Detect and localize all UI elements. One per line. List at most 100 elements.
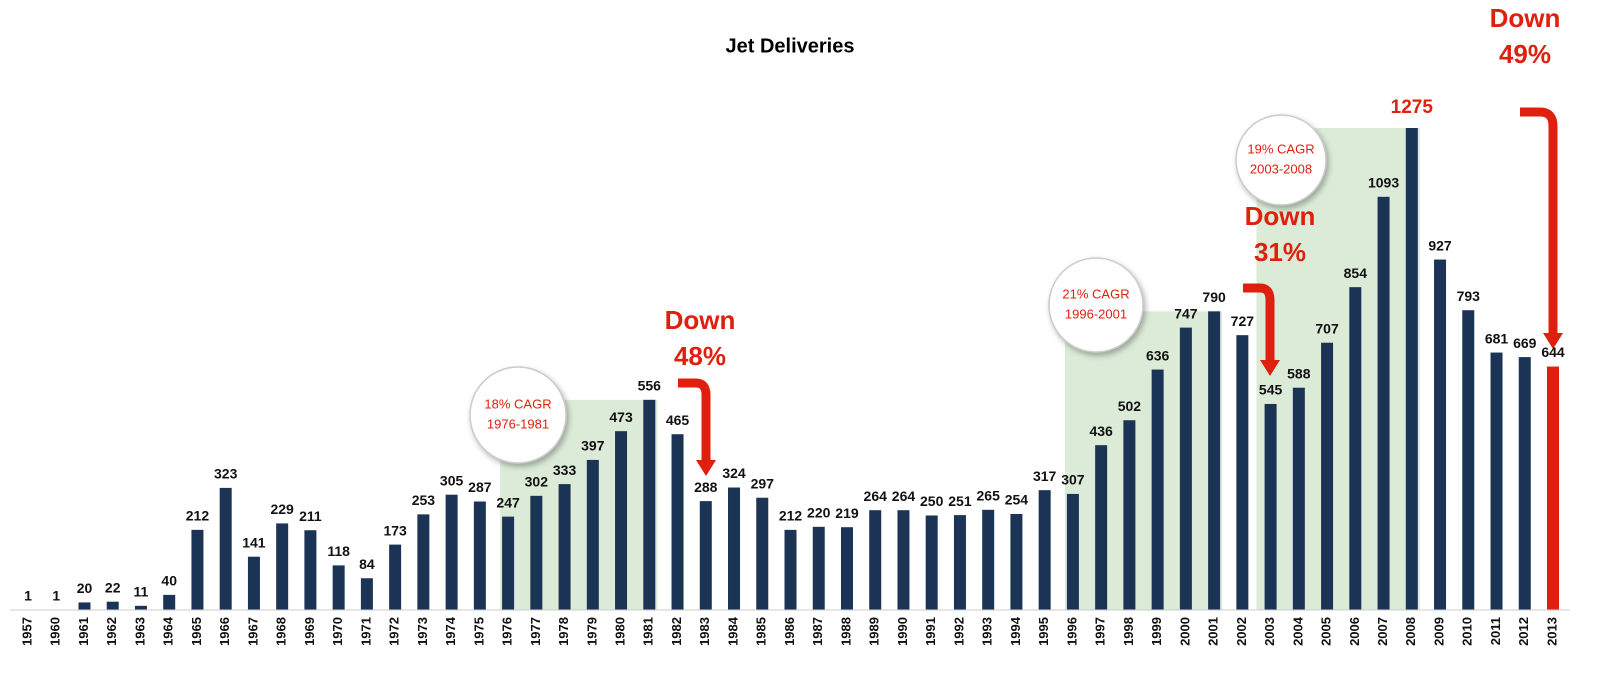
x-tick-label: 2006 — [1347, 617, 1362, 646]
value-label: 264 — [864, 488, 888, 504]
bar — [474, 502, 486, 610]
bar — [78, 602, 90, 610]
bar — [756, 498, 768, 610]
x-tick-label: 2005 — [1319, 617, 1334, 646]
bar — [220, 488, 232, 610]
bar — [1208, 311, 1220, 610]
bar — [785, 530, 797, 610]
bar — [982, 510, 994, 610]
bar — [813, 527, 825, 610]
x-tick-label: 1999 — [1149, 617, 1164, 646]
cagr-bubble — [1049, 258, 1143, 352]
bar — [559, 484, 571, 610]
value-label: 556 — [638, 378, 662, 394]
x-tick-label: 1998 — [1121, 617, 1136, 646]
x-tick-label: 1987 — [810, 617, 825, 646]
value-label: 669 — [1513, 335, 1537, 351]
value-label: 265 — [977, 488, 1001, 504]
value-label: 84 — [359, 556, 375, 572]
cagr-text: 2003-2008 — [1250, 161, 1312, 176]
cagr-bubble — [470, 367, 566, 463]
bar — [869, 510, 881, 610]
x-tick-label: 1981 — [641, 617, 656, 646]
value-label: 317 — [1033, 468, 1057, 484]
x-tick-label: 1985 — [754, 617, 769, 646]
value-label: 40 — [161, 573, 177, 589]
x-tick-label: 1970 — [330, 617, 345, 646]
value-label: 747 — [1174, 305, 1198, 321]
bar — [1378, 197, 1390, 610]
value-label: 229 — [270, 501, 294, 517]
value-label: 219 — [835, 505, 859, 521]
x-tick-label: 1976 — [500, 617, 515, 646]
arrow — [1520, 112, 1553, 335]
x-tick-label: 1996 — [1064, 617, 1079, 646]
bar — [1010, 514, 1022, 610]
x-tick-label: 2002 — [1234, 617, 1249, 646]
bar — [135, 606, 147, 610]
bar — [1321, 343, 1333, 610]
bar — [841, 527, 853, 610]
value-label: 305 — [440, 472, 464, 488]
x-tick-label: 1980 — [612, 617, 627, 646]
value-label: 397 — [581, 438, 605, 454]
value-label: 254 — [1005, 492, 1029, 508]
cagr-text: 18% CAGR — [484, 396, 551, 411]
bar — [587, 460, 599, 610]
x-tick-label: 2000 — [1177, 617, 1192, 646]
decline-text: Down — [665, 305, 736, 335]
bar — [728, 488, 740, 610]
bar — [191, 530, 203, 610]
x-tick-label: 1962 — [104, 617, 119, 646]
x-tick-label: 1994 — [1008, 616, 1023, 646]
x-tick-label: 1969 — [302, 617, 317, 646]
cagr-text: 1976-1981 — [487, 416, 549, 431]
value-label: 790 — [1202, 289, 1226, 305]
bar — [389, 545, 401, 610]
value-label: 588 — [1287, 365, 1311, 381]
bar — [615, 431, 627, 610]
x-tick-label: 1968 — [274, 617, 289, 646]
x-tick-label: 2008 — [1403, 617, 1418, 646]
x-tick-label: 1967 — [245, 617, 260, 646]
x-tick-label: 1961 — [76, 617, 91, 646]
x-tick-label: 1989 — [867, 617, 882, 646]
x-tick-label: 2003 — [1262, 617, 1277, 646]
value-label: 681 — [1485, 330, 1509, 346]
x-tick-label: 1992 — [951, 617, 966, 646]
bar — [276, 523, 288, 610]
x-tick-label: 1993 — [980, 617, 995, 646]
bar — [1123, 420, 1135, 610]
value-label: 253 — [412, 492, 436, 508]
value-label: 473 — [609, 409, 633, 425]
x-tick-label: 1960 — [48, 617, 63, 646]
value-label: 545 — [1259, 382, 1283, 398]
bar — [1180, 328, 1192, 610]
bar — [954, 515, 966, 610]
x-tick-label: 1984 — [725, 616, 740, 646]
bar — [1349, 287, 1361, 610]
x-tick-label: 1963 — [132, 617, 147, 646]
bar — [163, 595, 175, 610]
value-label: 250 — [920, 493, 944, 509]
value-label: 644 — [1541, 344, 1565, 360]
bar — [1491, 353, 1503, 610]
x-tick-label: 1964 — [161, 616, 176, 646]
bar — [926, 515, 938, 610]
x-tick-label: 1978 — [556, 617, 571, 646]
x-tick-label: 1997 — [1093, 617, 1108, 646]
value-label: 212 — [779, 508, 803, 524]
bar — [1519, 357, 1531, 610]
x-tick-label: 1973 — [415, 617, 430, 646]
chart-title: Jet Deliveries — [726, 35, 855, 57]
value-label: 211 — [299, 508, 322, 524]
decline-text: Down — [1245, 201, 1316, 231]
x-tick-label: 2012 — [1516, 617, 1531, 646]
value-label: 1093 — [1368, 175, 1399, 191]
value-label: 220 — [807, 505, 831, 521]
bar — [1462, 310, 1474, 610]
x-tick-label: 1995 — [1036, 617, 1051, 646]
x-tick-label: 2009 — [1431, 617, 1446, 646]
value-label: 212 — [186, 508, 210, 524]
bar — [1236, 335, 1248, 610]
